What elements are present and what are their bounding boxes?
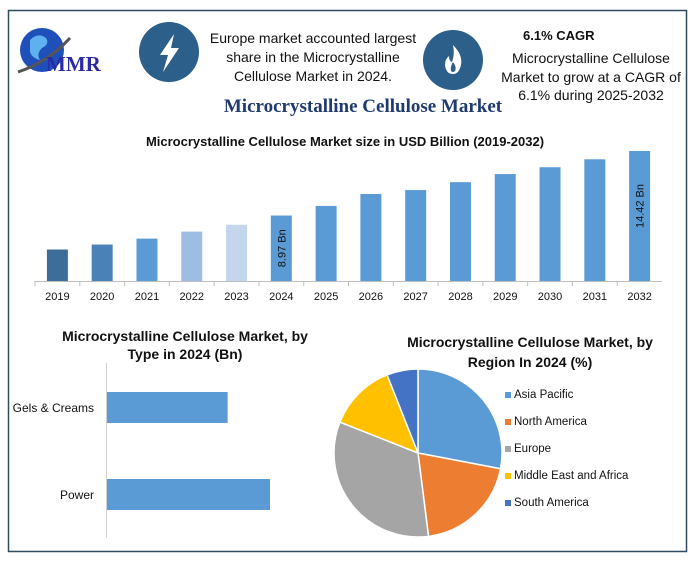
type-chart-title: Microcrystalline Cellulose Market, by (62, 328, 308, 344)
bar-2025 (315, 205, 337, 281)
legend-swatch (505, 392, 511, 398)
highlight-2-line: 6.1% during 2025-2032 (518, 87, 664, 103)
x-tick-label: 2022 (180, 291, 204, 303)
mmr-logo: MMR (17, 28, 102, 76)
legend-label: North America (514, 416, 587, 428)
bar-2029 (494, 174, 516, 281)
bar-2020 (91, 244, 113, 281)
cagr-title: 6.1% CAGR (523, 28, 595, 43)
data-label: 8.97 Bn (276, 229, 288, 267)
highlight-1-line: Cellulose Market in 2024. (234, 68, 392, 84)
legend-label: Middle East and Africa (514, 470, 629, 482)
flame-icon (423, 30, 483, 90)
pie-legend: Asia Pacific North America Europe Middle Ea… (505, 389, 629, 509)
x-tick-label: 2020 (90, 291, 114, 303)
bar-2022 (181, 231, 203, 281)
bar-2024 (270, 215, 292, 281)
legend-swatch (505, 419, 511, 425)
market-size-bar-chart: 2019 2020 2021 2022 2023 2024 8.97 Bn 2025 2026 2… (34, 151, 662, 303)
x-tick-label: 2025 (314, 291, 338, 303)
pie-slice-europe (333, 421, 430, 538)
bar-2031 (584, 159, 606, 281)
logo-text: MMR (46, 52, 102, 76)
x-tick-label: 2026 (359, 291, 383, 303)
bar-2027 (405, 190, 427, 281)
x-tick-label: 2032 (627, 291, 651, 303)
legend-label: Europe (514, 443, 551, 455)
region-chart-title: Microcrystalline Cellulose Market, by (407, 334, 653, 350)
legend-label: Asia Pacific (514, 389, 574, 401)
pie-slice-north-america (417, 452, 502, 538)
x-tick-label: 2029 (493, 291, 517, 303)
highlight-1-line: share in the Microcrystalline (226, 49, 400, 65)
x-tick-label: 2019 (45, 291, 69, 303)
type-bar-chart: Gels & Creams Power (13, 363, 270, 538)
x-tick-label: 2027 (403, 291, 427, 303)
bar-2028 (449, 182, 471, 281)
region-chart-title: Region In 2024 (%) (468, 354, 592, 370)
type-chart-title: Type in 2024 (Bn) (128, 346, 243, 362)
x-tick-label: 2023 (224, 291, 248, 303)
bar-2030 (539, 167, 561, 281)
bar-2032 (629, 151, 651, 281)
bar-2019 (46, 249, 68, 281)
category-label: Gels & Creams (13, 401, 94, 415)
legend-swatch (505, 500, 511, 506)
x-tick-label: 2030 (538, 291, 562, 303)
highlight-1-line: Europe market accounted largest (210, 30, 416, 46)
legend-swatch (505, 446, 511, 452)
pie-slice-middle-east-and-africa (338, 373, 420, 455)
x-tick-label: 2024 (269, 291, 293, 303)
highlight-2-line: Microcrystalline Cellulose (512, 50, 670, 66)
x-tick-label: 2028 (448, 291, 472, 303)
x-tick-label: 2021 (135, 291, 159, 303)
legend-swatch (505, 473, 511, 479)
bar-2026 (360, 193, 382, 281)
bar-2023 (226, 224, 248, 281)
bar-power (107, 479, 270, 510)
data-label: 14.42 Bn (635, 184, 647, 228)
pie-slice-asia-pacific (417, 368, 503, 470)
bar-gels-creams (107, 392, 228, 423)
legend-label: South America (514, 497, 589, 509)
region-pie-chart (333, 368, 503, 538)
category-label: Power (60, 488, 94, 502)
pie-slice-south-america (386, 368, 419, 454)
bar-2021 (136, 238, 158, 281)
bar-chart-title: Microcrystalline Cellulose Market size i… (146, 134, 544, 149)
x-tick-label: 2031 (583, 291, 607, 303)
page-title: Microcrystalline Cellulose Market (224, 96, 503, 117)
highlight-2-line: Market to grow at a CAGR of (501, 69, 681, 85)
lightning-icon (139, 22, 199, 82)
